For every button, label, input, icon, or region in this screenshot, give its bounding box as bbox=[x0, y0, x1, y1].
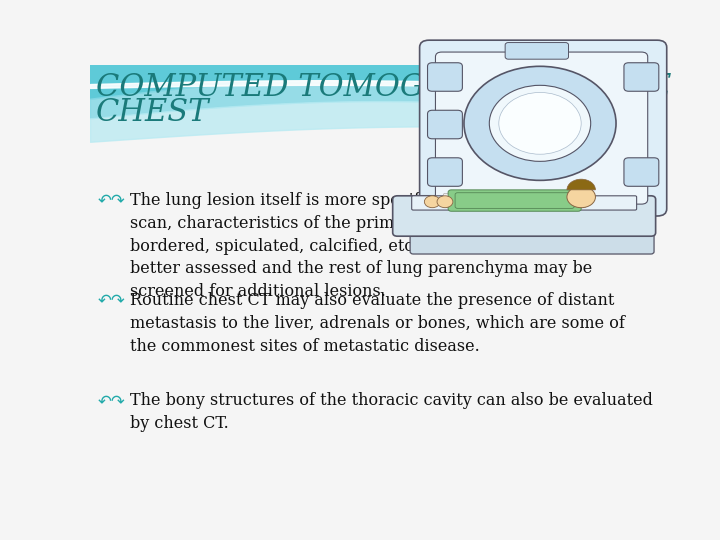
Text: The lung lesion itself is more specifically evaluated by CT
scan, characteristic: The lung lesion itself is more specifica… bbox=[130, 192, 649, 300]
Circle shape bbox=[464, 66, 616, 180]
Circle shape bbox=[490, 85, 590, 161]
FancyBboxPatch shape bbox=[455, 193, 575, 208]
Text: ↶↷: ↶↷ bbox=[98, 192, 125, 210]
FancyBboxPatch shape bbox=[410, 221, 654, 254]
FancyBboxPatch shape bbox=[624, 63, 659, 91]
FancyBboxPatch shape bbox=[624, 158, 659, 186]
Circle shape bbox=[499, 92, 581, 154]
FancyBboxPatch shape bbox=[428, 110, 462, 139]
Text: The bony structures of the thoracic cavity can also be evaluated
by chest CT.: The bony structures of the thoracic cavi… bbox=[130, 392, 653, 432]
Text: CHEST: CHEST bbox=[96, 97, 210, 128]
Text: ↶↷: ↶↷ bbox=[98, 392, 125, 410]
FancyBboxPatch shape bbox=[392, 196, 656, 236]
Text: Routine chest CT may also evaluate the presence of distant
metastasis to the liv: Routine chest CT may also evaluate the p… bbox=[130, 292, 625, 355]
FancyBboxPatch shape bbox=[436, 52, 648, 204]
FancyBboxPatch shape bbox=[412, 196, 636, 210]
Text: ↶↷: ↶↷ bbox=[98, 292, 125, 310]
FancyBboxPatch shape bbox=[420, 40, 667, 216]
FancyBboxPatch shape bbox=[448, 190, 581, 211]
FancyBboxPatch shape bbox=[444, 193, 586, 208]
Circle shape bbox=[424, 196, 440, 208]
FancyBboxPatch shape bbox=[428, 158, 462, 186]
Circle shape bbox=[567, 186, 595, 208]
Circle shape bbox=[437, 196, 453, 208]
Wedge shape bbox=[567, 179, 595, 190]
FancyBboxPatch shape bbox=[505, 43, 569, 59]
FancyBboxPatch shape bbox=[428, 63, 462, 91]
Text: COMPUTED TOMOGRAPHY OF THE: COMPUTED TOMOGRAPHY OF THE bbox=[96, 72, 672, 103]
